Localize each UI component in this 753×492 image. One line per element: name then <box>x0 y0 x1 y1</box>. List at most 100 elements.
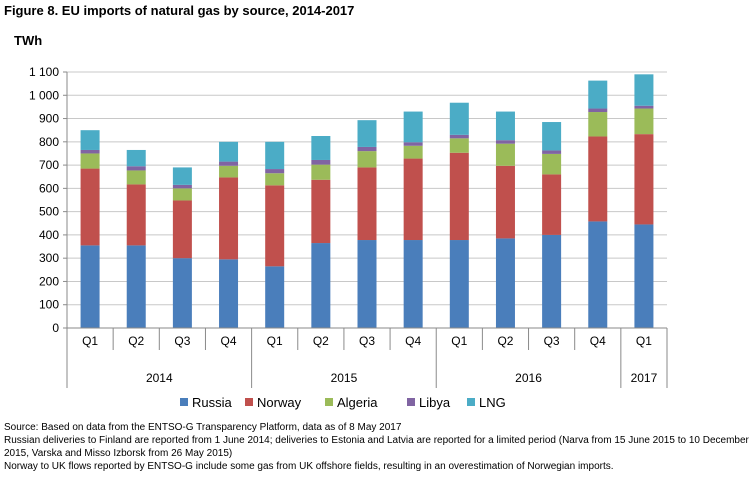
year-group-label: 2017 <box>631 371 658 385</box>
bar-segment-norway <box>403 158 423 241</box>
bar-segment-algeria <box>449 138 469 153</box>
bar-segment-russia <box>126 245 146 328</box>
bar-segment-lng <box>126 149 146 167</box>
bar-segment-lng <box>311 136 331 160</box>
y-tick-label: 100 <box>39 298 59 312</box>
stacked-bar-chart: TWh 0 100 200 300 400 500 600 700 800 900 1 000 1 10… <box>14 33 668 410</box>
legend-swatch-libya <box>407 398 415 406</box>
bar-segment-libya <box>495 140 515 144</box>
figure-title: Figure 8. EU imports of natural gas by s… <box>4 3 355 18</box>
bar-segment-algeria <box>403 145 423 159</box>
bar-segment-libya <box>311 159 331 165</box>
axes: TWh 0 100 200 300 400 500 600 700 800 900 1 000 1 10… <box>14 33 668 388</box>
bar-segment-lng <box>449 102 469 135</box>
bar-segment-russia <box>449 240 469 328</box>
bar-segment-libya <box>357 146 377 152</box>
legend-swatch-russia <box>180 398 188 406</box>
y-tick-label: 800 <box>39 135 59 149</box>
legend: Russia Norway Algeria Libya LNG <box>180 395 506 410</box>
bar-segment-russia <box>588 221 608 328</box>
bar-segment-libya <box>588 108 608 113</box>
bar-segment-algeria <box>219 165 239 178</box>
bar-segment-russia <box>172 258 192 328</box>
bar-segment-norway <box>265 185 285 267</box>
x-tick-label: Q2 <box>313 334 329 348</box>
bar-segment-libya <box>219 161 239 166</box>
y-tick-label: 1 100 <box>29 65 59 79</box>
bar-segment-algeria <box>80 153 100 169</box>
x-tick-label: Q1 <box>636 334 652 348</box>
bar-segment-lng <box>357 120 377 147</box>
x-tick-label: Q2 <box>497 334 513 348</box>
bar-segment-russia <box>403 240 423 328</box>
bar-segment-norway <box>172 200 192 259</box>
bar-segment-norway <box>311 179 331 244</box>
bar-segment-norway <box>588 136 608 222</box>
bar-segment-algeria <box>588 112 608 137</box>
bar-segment-algeria <box>126 170 146 185</box>
bar-segment-norway <box>80 168 100 246</box>
legend-swatch-norway <box>245 398 253 406</box>
bar-segment-algeria <box>634 108 654 135</box>
bar-segment-norway <box>449 152 469 241</box>
legend-label-lng: LNG <box>479 395 506 410</box>
russia-note: Russian deliveries to Finland are report… <box>4 435 749 459</box>
bar-segment-russia <box>265 266 285 328</box>
bar-segment-lng <box>542 122 562 151</box>
bar-segment-russia <box>542 234 562 328</box>
legend-label-libya: Libya <box>419 395 451 410</box>
y-tick-label: 900 <box>39 112 59 126</box>
legend-label-algeria: Algeria <box>337 395 378 410</box>
bar-segment-lng <box>265 141 285 170</box>
year-group-label: 2015 <box>331 371 358 385</box>
bar-segment-libya <box>634 105 654 109</box>
legend-swatch-lng <box>467 398 475 406</box>
bar-segment-libya <box>265 169 285 174</box>
x-tick-label: Q3 <box>544 334 560 348</box>
bar-segment-algeria <box>265 173 285 186</box>
legend-swatch-algeria <box>325 398 333 406</box>
legend-label-russia: Russia <box>192 395 233 410</box>
bar-segment-norway <box>495 165 515 239</box>
x-tick-label: Q1 <box>267 334 283 348</box>
bar-segment-lng <box>172 167 192 185</box>
source-notes: Source: Based on data from the ENTSO-G T… <box>4 421 752 473</box>
y-tick-label: 200 <box>39 274 59 288</box>
bar-segment-lng <box>80 130 100 150</box>
y-tick-label: 700 <box>39 158 59 172</box>
y-axis-unit-label: TWh <box>14 33 42 48</box>
year-group-label: 2016 <box>515 371 542 385</box>
bar-segment-norway <box>634 134 654 225</box>
x-tick-label: Q1 <box>82 334 98 348</box>
legend-label-norway: Norway <box>257 395 302 410</box>
y-tick-label: 600 <box>39 181 59 195</box>
x-tick-label: Q4 <box>590 334 606 348</box>
bar-segment-lng <box>403 111 423 143</box>
y-tick-label: 400 <box>39 228 59 242</box>
year-group-label: 2014 <box>146 371 173 385</box>
bar-segment-norway <box>542 174 562 235</box>
bar-segment-russia <box>357 240 377 328</box>
x-tick-label: Q1 <box>451 334 467 348</box>
y-tick-label: 1 000 <box>29 88 59 102</box>
y-tick-label: 500 <box>39 205 59 219</box>
bar-segment-russia <box>80 245 100 328</box>
x-tick-label: Q3 <box>174 334 190 348</box>
bar-segment-russia <box>495 238 515 328</box>
y-tick-label: 0 <box>52 321 59 335</box>
bar-segment-libya <box>403 142 423 146</box>
x-tick-label: Q3 <box>359 334 375 348</box>
x-tick-label: Q4 <box>221 334 237 348</box>
bar-segment-algeria <box>542 153 562 175</box>
bar-segment-norway <box>357 167 377 241</box>
bar-segment-lng <box>495 111 515 141</box>
bar-segment-libya <box>126 166 146 171</box>
bar-segment-algeria <box>311 164 331 180</box>
x-tick-label: Q4 <box>405 334 421 348</box>
bar-segment-libya <box>449 134 469 139</box>
bar-segment-libya <box>172 184 192 189</box>
bar-segment-norway <box>126 184 146 246</box>
bars <box>80 74 654 328</box>
bar-segment-russia <box>634 224 654 328</box>
bar-segment-russia <box>311 243 331 328</box>
